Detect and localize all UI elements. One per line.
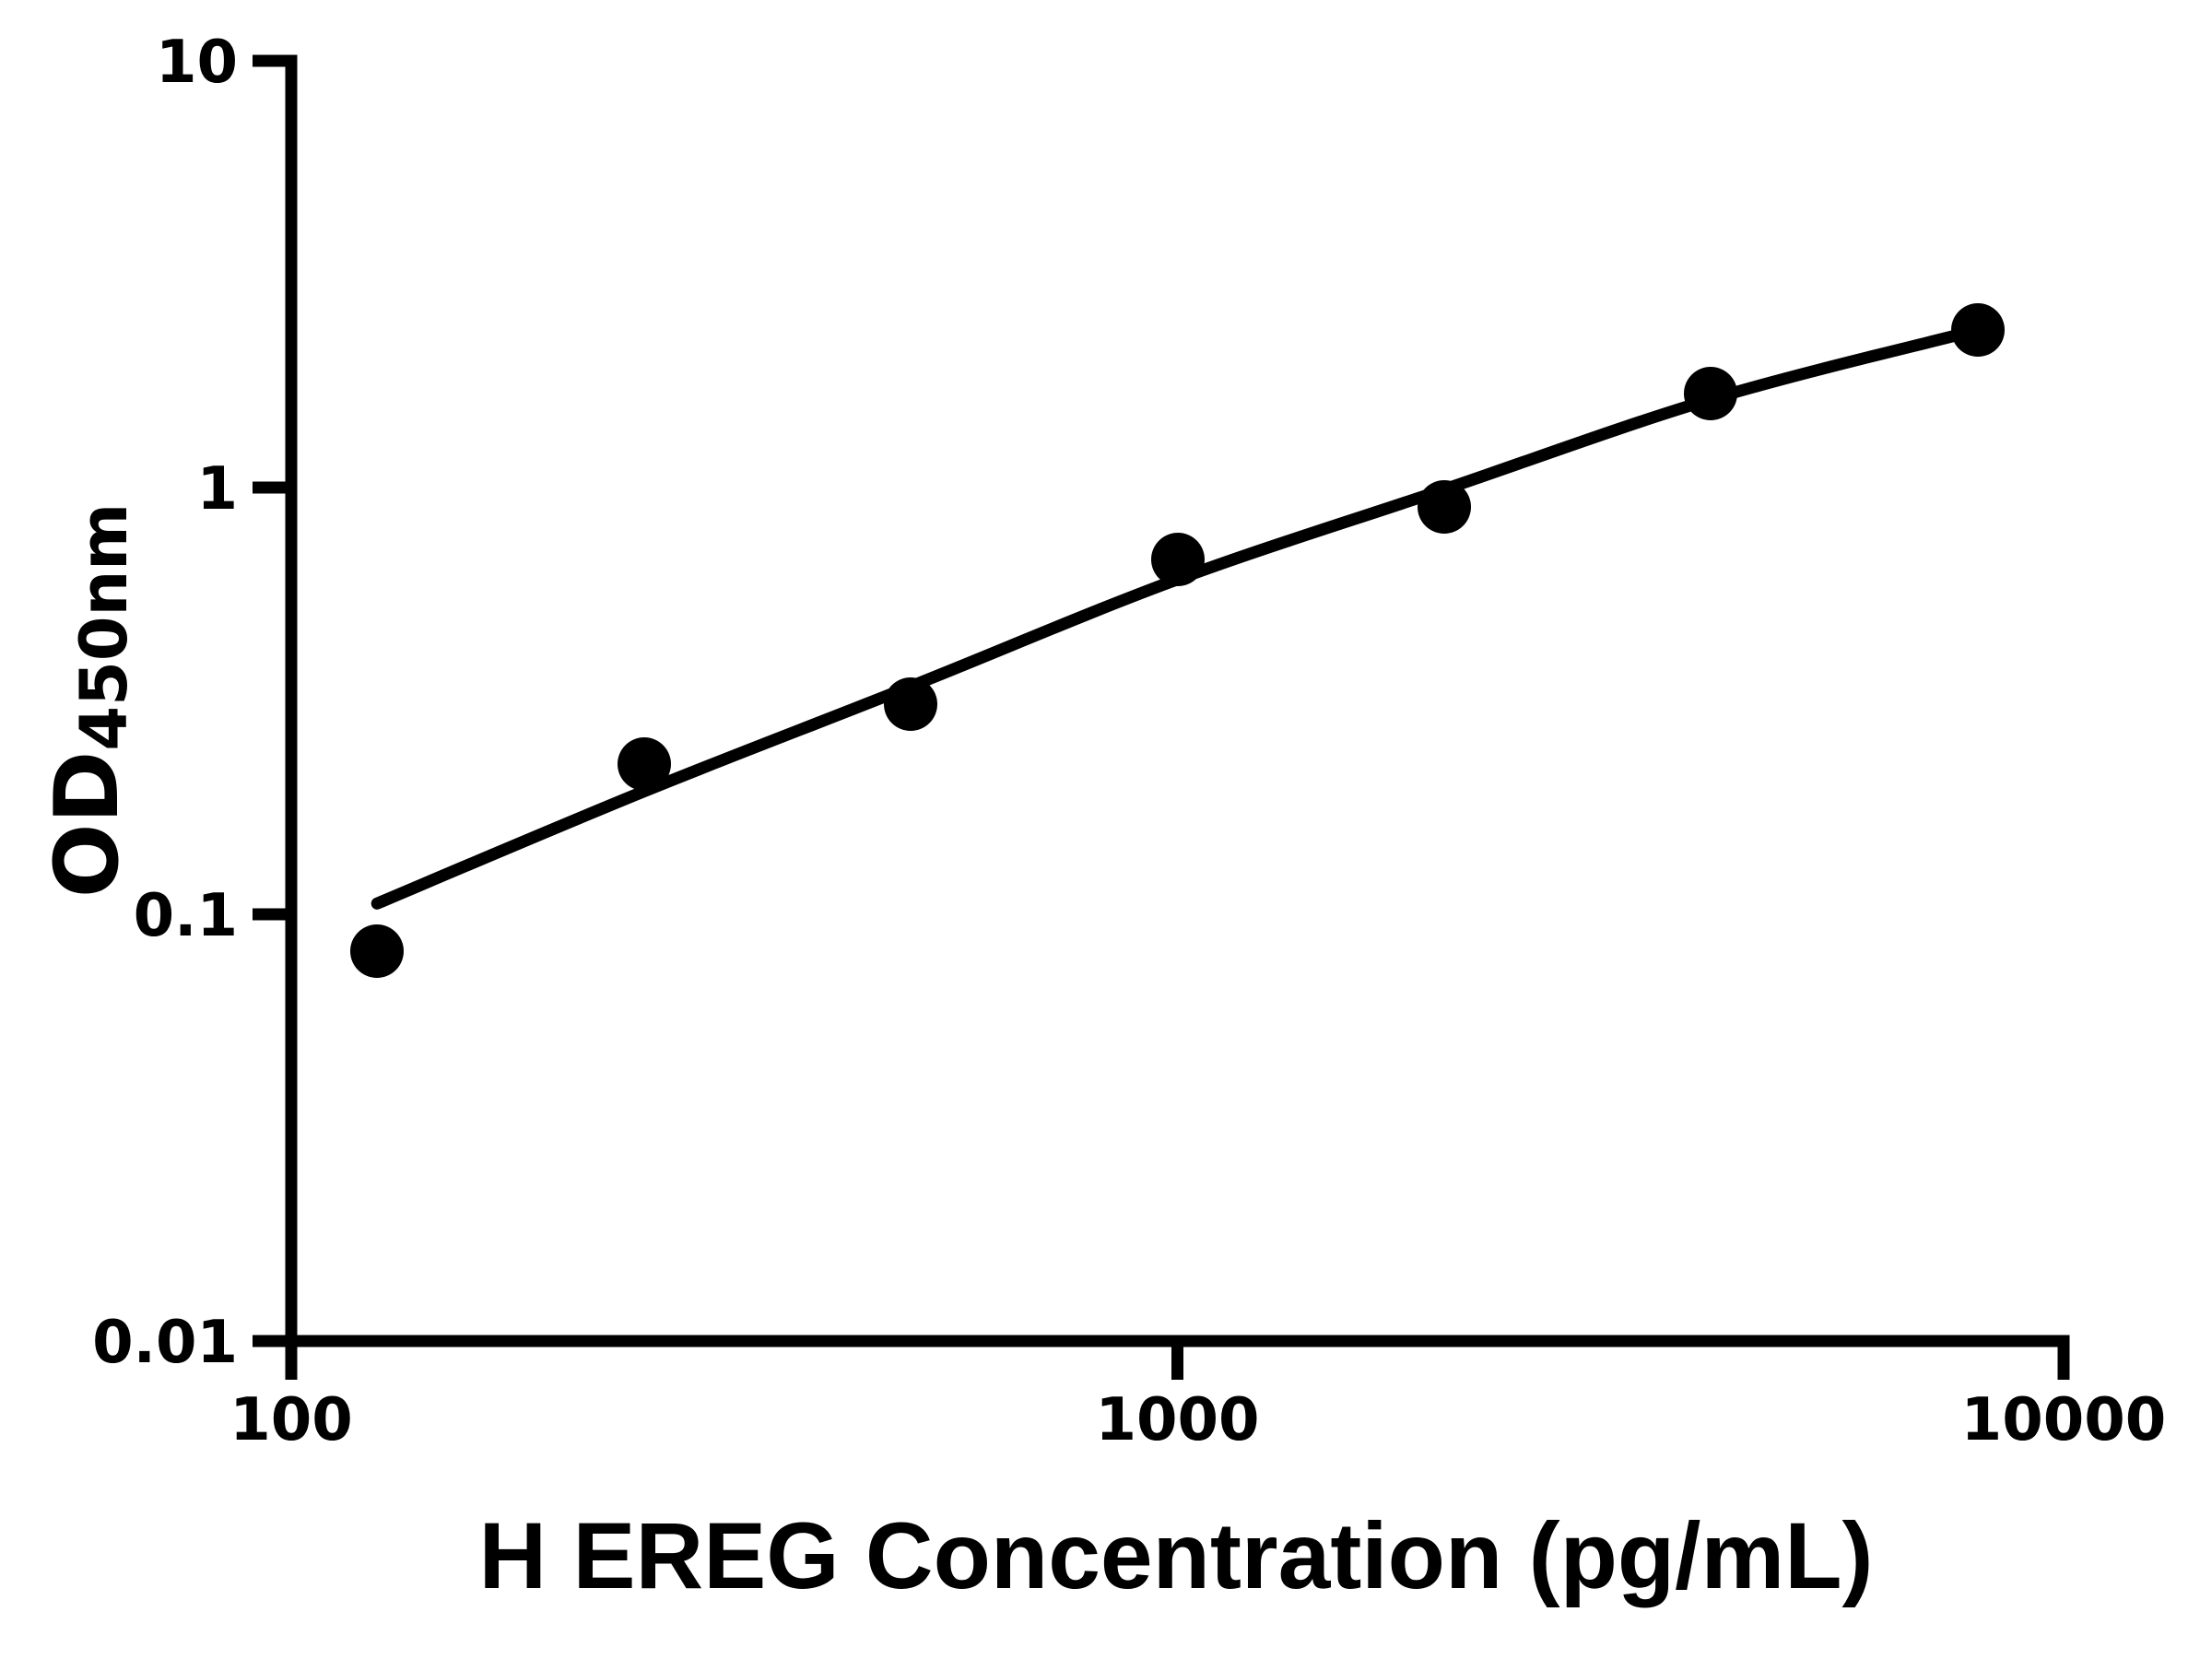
y-tick-label-1: 1 <box>196 455 238 524</box>
data-point-2000pgml <box>1418 480 1471 534</box>
data-point-125pgml <box>350 924 404 978</box>
data-point-1000pgml <box>1151 533 1205 586</box>
fit-curve-line <box>371 324 1984 910</box>
y-axis-title-base: OD <box>37 750 139 899</box>
data-point-4000pgml <box>1684 367 1737 420</box>
y-tick-label-10: 10 <box>156 29 238 97</box>
x-axis-title: H EREG Concentration (pg/mL) <box>478 1503 1874 1608</box>
data-point-500pgml <box>884 677 937 731</box>
y-axis-title-subscript: 450nm <box>65 502 142 751</box>
x-tick-label-10000: 10000 <box>1961 1386 2167 1454</box>
x-tick-label-100: 100 <box>229 1386 353 1454</box>
data-point-250pgml <box>618 737 671 791</box>
y-axis-title: OD450nm <box>37 503 142 899</box>
y-tick-label-0.1: 0.1 <box>134 882 238 950</box>
data-point-8000pgml <box>1951 303 2005 357</box>
y-tick-label-0.01: 0.01 <box>92 1309 238 1377</box>
x-tick-label-1000: 1000 <box>1095 1386 1259 1454</box>
